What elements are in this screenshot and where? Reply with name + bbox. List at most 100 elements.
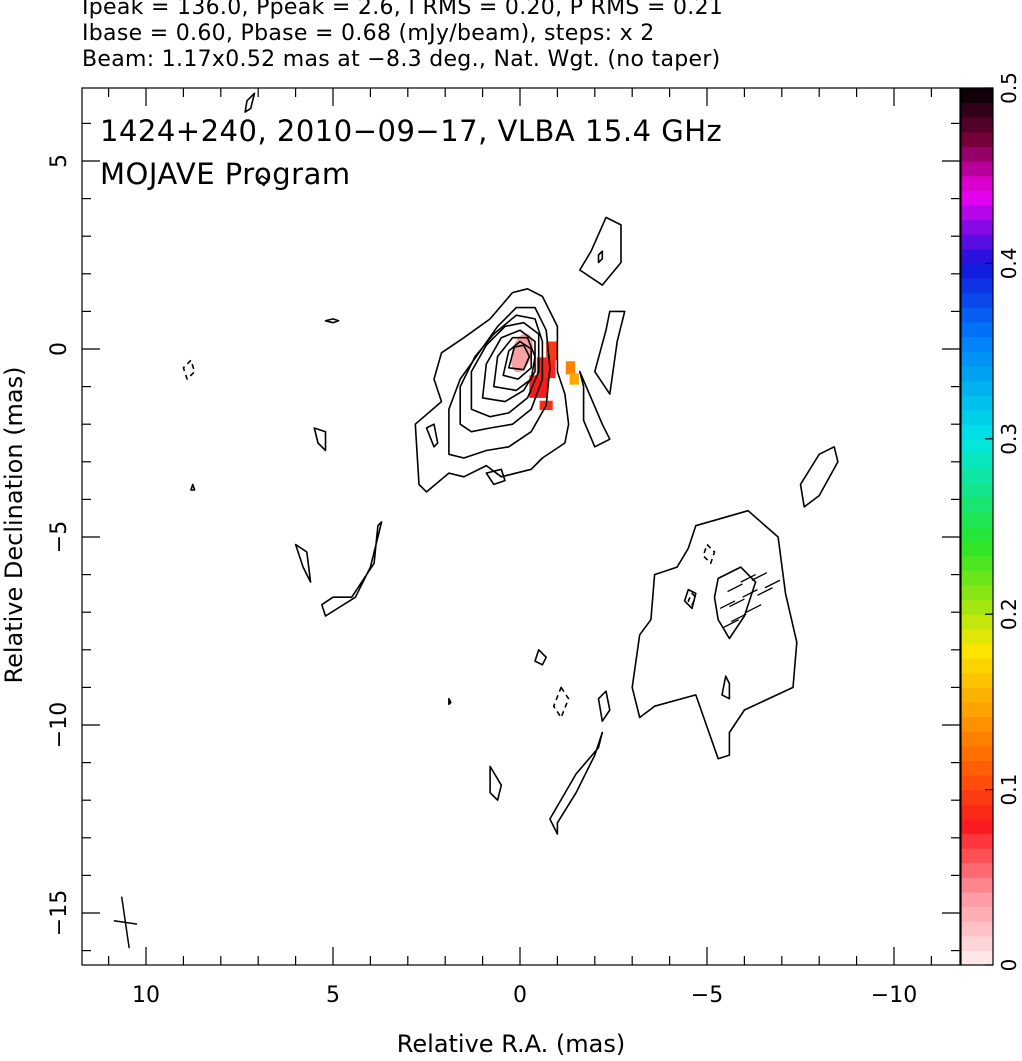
contour-line — [683, 588, 697, 610]
colorbar-segment — [961, 482, 993, 498]
colorbar-segment — [961, 584, 993, 601]
contour-line — [631, 509, 798, 760]
colorbar-segment — [961, 628, 993, 645]
colorbar-frame — [960, 87, 994, 966]
colorbar-segment — [961, 672, 993, 688]
colorbar-segment — [961, 351, 993, 367]
colorbar-segment — [961, 760, 993, 776]
x-tick-label: 0 — [513, 983, 527, 1008]
colorbar-segment — [961, 643, 993, 659]
header-line-2: Ibase = 0.60, Pbase = 0.68 (mJy/beam), s… — [82, 21, 655, 46]
colorbar-segment — [961, 745, 993, 761]
evpa-vector — [742, 589, 758, 598]
colorbar-segment — [961, 716, 993, 732]
x-tick-label: −5 — [691, 983, 723, 1008]
contour-line — [534, 649, 547, 666]
contour-line — [459, 314, 544, 433]
contour-line — [493, 336, 536, 392]
y-tick-label: −15 — [47, 890, 72, 936]
colorbar-segment — [961, 278, 993, 294]
evpa-vector — [751, 572, 768, 581]
y-tick-label: −5 — [47, 521, 72, 553]
evpa-vector — [723, 619, 740, 628]
colorbar-segment — [961, 731, 993, 747]
colorbar-segment — [961, 935, 993, 951]
colorbar-segment — [961, 131, 993, 148]
colorbar-segment — [961, 891, 993, 908]
contour-line — [721, 675, 731, 700]
map-subtitle: MOJAVE Program — [100, 157, 351, 191]
colorbar-segment — [961, 102, 993, 118]
colorbar-segment — [961, 555, 993, 571]
colorbar-segment — [961, 862, 993, 878]
colorbar-segment — [961, 204, 993, 221]
colorbar-segment — [961, 175, 993, 191]
evpa-vector — [729, 598, 745, 608]
colorbar-segment — [961, 394, 993, 411]
contour-line — [448, 697, 452, 706]
colorbar-segment — [961, 219, 993, 235]
evpa-vector — [719, 600, 736, 610]
x-tick-label: 5 — [326, 983, 340, 1008]
colorbar-segment — [961, 453, 993, 469]
contour-line — [579, 216, 622, 286]
colorbar-segment — [961, 818, 993, 835]
colorbar-segment — [961, 701, 993, 718]
negative-contour — [702, 543, 716, 565]
contour-line — [594, 310, 626, 395]
contour-line — [597, 250, 604, 264]
y-tick-label: −10 — [47, 702, 72, 748]
beam-minor-axis — [113, 919, 138, 925]
contour-line — [470, 321, 540, 418]
map-title: 1424+240, 2010−09−17, VLBA 15.4 GHz — [100, 114, 722, 148]
colorbar-segment — [961, 146, 993, 162]
evpa-vector — [740, 574, 756, 583]
colorbar-segment — [961, 409, 993, 425]
x-axis-label: Relative R.A. (mas) — [396, 1030, 626, 1058]
colorbar-segment — [961, 307, 993, 323]
colorbar-segment — [961, 614, 993, 630]
colorbar-segment — [961, 950, 993, 966]
colorbar-segment — [961, 424, 993, 440]
contour-line — [508, 344, 531, 371]
contour-line — [190, 483, 196, 491]
x-tick-label: 10 — [132, 983, 160, 1008]
contour-line — [425, 423, 439, 448]
colorbar-segment — [961, 877, 993, 893]
header-line-3: Beam: 1.17x0.52 mas at −8.3 deg., Nat. W… — [82, 47, 721, 72]
colorbar-segment — [961, 234, 993, 250]
colorbar-segment — [961, 658, 993, 674]
polarization-pixel — [569, 373, 579, 385]
contour-line — [579, 370, 611, 448]
colorbar-segment — [961, 117, 993, 133]
y-axis-label: Relative Declination (mas) — [0, 366, 28, 683]
contour-line — [502, 340, 532, 380]
negative-contour — [182, 359, 196, 380]
colorbar-segment — [961, 599, 993, 615]
colorbar-segment — [961, 292, 993, 308]
colorbar-segment — [961, 190, 993, 206]
colorbar-segment — [961, 497, 993, 513]
contour-line — [481, 329, 536, 403]
colorbar-segment — [961, 468, 993, 484]
contour-line — [313, 427, 327, 452]
contour-line — [257, 175, 269, 187]
colorbar-segment — [961, 833, 993, 849]
x-tick-label: −10 — [871, 983, 917, 1008]
colorbar-segment — [961, 526, 993, 542]
colorbar-segment — [961, 88, 993, 104]
colorbar-tick-label: 0.4 — [997, 247, 1021, 279]
colorbar-segment — [961, 804, 993, 820]
contour-line — [321, 521, 383, 617]
colorbar-tick-label: 0.5 — [997, 72, 1021, 104]
colorbar-segment — [961, 263, 993, 279]
colorbar-segment — [961, 906, 993, 922]
contour-line — [414, 288, 570, 493]
polarization-pixel — [536, 357, 556, 379]
contour-line — [448, 306, 551, 459]
contour-line — [799, 446, 839, 508]
colorbar-tick-label: 0.1 — [997, 774, 1021, 806]
y-tick-label: 5 — [47, 154, 72, 168]
contour-line — [294, 543, 312, 583]
